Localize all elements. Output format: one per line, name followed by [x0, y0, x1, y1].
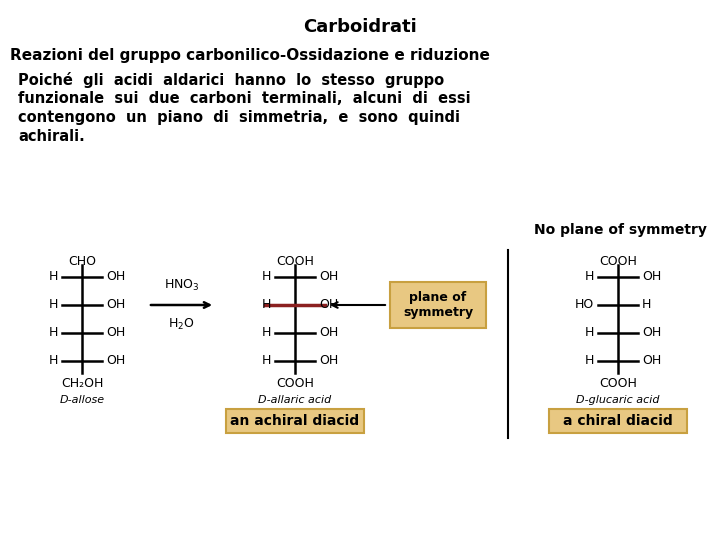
Text: OH: OH: [642, 271, 661, 284]
Text: plane of
symmetry: plane of symmetry: [403, 291, 473, 319]
Text: D-allaric acid: D-allaric acid: [258, 395, 332, 405]
Text: OH: OH: [642, 327, 661, 340]
Bar: [390, 282, 486, 328]
Text: COOH: COOH: [599, 377, 637, 390]
Text: Poiché  gli  acidi  aldarici  hanno  lo  stesso  gruppo: Poiché gli acidi aldarici hanno lo stess…: [18, 72, 444, 88]
Text: HO: HO: [575, 299, 594, 312]
Text: OH: OH: [319, 299, 338, 312]
Text: a chiral diacid: a chiral diacid: [563, 414, 673, 428]
Text: H: H: [642, 299, 652, 312]
Text: H: H: [49, 299, 58, 312]
Text: H$_2$O: H$_2$O: [168, 317, 195, 332]
Text: H: H: [49, 271, 58, 284]
Text: H: H: [261, 299, 271, 312]
Text: OH: OH: [106, 327, 125, 340]
Text: OH: OH: [106, 271, 125, 284]
Text: Carboidrati: Carboidrati: [303, 18, 417, 36]
Text: H: H: [49, 354, 58, 368]
Text: Reazioni del gruppo carbonilico-Ossidazione e riduzione: Reazioni del gruppo carbonilico-Ossidazi…: [10, 48, 490, 63]
Text: D-glucaric acid: D-glucaric acid: [576, 395, 660, 405]
Text: H: H: [585, 354, 594, 368]
Text: contengono  un  piano  di  simmetria,  e  sono  quindi: contengono un piano di simmetria, e sono…: [18, 110, 460, 125]
Text: OH: OH: [319, 327, 338, 340]
Text: OH: OH: [106, 354, 125, 368]
Text: H: H: [261, 271, 271, 284]
Text: OH: OH: [642, 354, 661, 368]
Text: HNO$_3$: HNO$_3$: [163, 278, 199, 293]
Text: H: H: [585, 327, 594, 340]
Text: COOH: COOH: [599, 255, 637, 268]
Text: H: H: [261, 354, 271, 368]
Text: No plane of symmetry: No plane of symmetry: [534, 223, 706, 237]
Text: H: H: [261, 327, 271, 340]
Text: COOH: COOH: [276, 255, 314, 268]
Bar: [226, 409, 364, 433]
Text: OH: OH: [319, 271, 338, 284]
Bar: [549, 409, 687, 433]
Text: achirali.: achirali.: [18, 129, 85, 144]
Text: funzionale  sui  due  carboni  terminali,  alcuni  di  essi: funzionale sui due carboni terminali, al…: [18, 91, 471, 106]
Text: an achiral diacid: an achiral diacid: [230, 414, 359, 428]
Text: H: H: [585, 271, 594, 284]
Text: OH: OH: [106, 299, 125, 312]
Text: OH: OH: [319, 354, 338, 368]
Text: H: H: [49, 327, 58, 340]
Text: CHO: CHO: [68, 255, 96, 268]
Text: COOH: COOH: [276, 377, 314, 390]
Text: CH₂OH: CH₂OH: [60, 377, 103, 390]
Text: D-allose: D-allose: [60, 395, 104, 405]
